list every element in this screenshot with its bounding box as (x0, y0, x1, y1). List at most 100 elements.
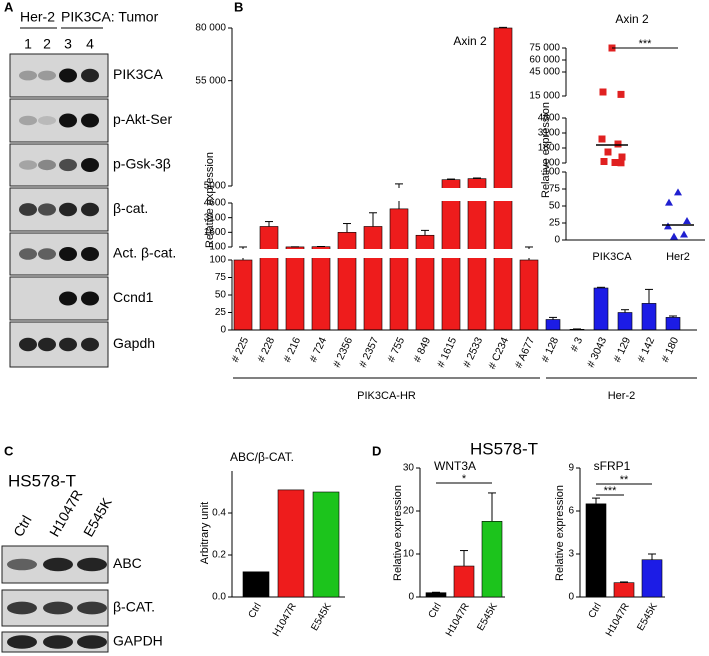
y-tick-label: 0 (568, 592, 574, 603)
band (43, 635, 73, 649)
group-label: Her-2 (608, 390, 636, 402)
x-tick-label: # 2356 (331, 335, 356, 369)
y-tick-label: 6 (568, 506, 574, 517)
chart-title: ABC/β-CAT. (230, 450, 294, 464)
y-tick-label: 75 (215, 272, 227, 283)
bar (233, 259, 253, 331)
x-tick-label: H1047R (271, 601, 299, 638)
x-tick-label: E545K (475, 601, 500, 633)
chart-title: Axin 2 (453, 34, 487, 48)
band (19, 203, 37, 216)
y-tick-label: 0.2 (212, 550, 226, 561)
point (614, 140, 622, 148)
x-tick-label: E545K (635, 601, 660, 633)
x-tick-label: # 3043 (585, 335, 610, 369)
band (38, 248, 56, 260)
bar (519, 259, 539, 331)
bar (311, 246, 331, 331)
band (81, 68, 99, 83)
y-tick-label: 10 (403, 549, 415, 560)
lane-label: 2 (43, 36, 51, 52)
band (77, 635, 107, 649)
axis-break (226, 188, 694, 201)
bar (493, 27, 513, 331)
band (7, 635, 37, 649)
band (59, 68, 77, 83)
chart-title: WNT3A (434, 459, 476, 473)
significance-label: *** (604, 485, 618, 497)
band (38, 70, 56, 81)
y-tick-label: 55 000 (195, 75, 226, 86)
band (77, 601, 107, 615)
band (59, 202, 77, 217)
band (81, 202, 99, 217)
x-tick-label: # C234 (486, 335, 511, 371)
x-tick-label: Ctrl (587, 601, 604, 620)
bar (545, 319, 561, 331)
band (38, 116, 56, 125)
panel-label: C (4, 443, 14, 458)
group-label: PIK3CA-HR (357, 390, 416, 402)
band (19, 248, 37, 260)
y-tick-label: 4600 (538, 113, 561, 124)
x-tick-label: # 180 (659, 335, 681, 364)
chart-title: Axin 2 (615, 12, 649, 26)
y-tick-label: 100 (209, 255, 226, 266)
x-tick-label: E545K (309, 601, 334, 633)
group-label: PIK3CA: Tumor (61, 9, 159, 25)
point (617, 90, 625, 98)
row-label: Act. β-cat. (113, 245, 176, 261)
bar (277, 489, 305, 598)
x-tick-label: # 3 (568, 335, 585, 353)
y-tick-label: 80 000 (195, 23, 226, 34)
x-tick-label: # 2357 (357, 335, 382, 369)
y-axis-label: Relative expression (392, 485, 404, 581)
point (680, 230, 688, 238)
bar (389, 208, 409, 331)
y-tick-label: 3100 (538, 128, 561, 139)
y-tick-label: 9 (568, 463, 574, 474)
y-tick-label: 3100 (204, 212, 227, 223)
x-tick-label: # 216 (281, 335, 303, 364)
y-tick-label: 5000 (204, 181, 227, 192)
band (59, 291, 77, 306)
x-tick-label: Ctrl (427, 601, 444, 620)
band (19, 160, 37, 170)
y-tick-label: 0 (408, 592, 414, 603)
band (38, 337, 56, 352)
panel-label: B (234, 0, 243, 14)
y-tick-label: 4600 (204, 198, 227, 209)
band (77, 557, 107, 572)
y-tick-label: 0.0 (212, 592, 226, 603)
point (599, 88, 607, 96)
row-label: GAPDH (113, 633, 163, 649)
band (19, 70, 37, 81)
x-tick-label: # 225 (229, 335, 251, 364)
lane-label: 3 (64, 36, 72, 52)
point (604, 148, 612, 156)
band (59, 158, 77, 172)
panel-label: D (372, 443, 381, 458)
y-axis-label: Relative expression (204, 152, 216, 248)
x-tick-label: PIK3CA (592, 251, 632, 263)
band (43, 557, 73, 572)
band (81, 247, 99, 261)
y-tick-label: 30 (403, 463, 415, 474)
bar (285, 246, 305, 331)
point (617, 159, 625, 167)
row-label: Gapdh (113, 335, 155, 351)
band (81, 113, 99, 128)
bar (337, 232, 357, 331)
lane-label: 4 (86, 36, 94, 52)
x-tick-label: # 128 (539, 335, 561, 364)
bar (481, 521, 503, 598)
row-label: ABC (113, 555, 142, 571)
bar (585, 503, 607, 598)
lane-label: Ctrl (10, 512, 35, 539)
point (674, 188, 682, 196)
y-axis-label: Relative expression (540, 102, 552, 198)
band (7, 558, 37, 571)
band (81, 291, 99, 306)
x-tick-label: # 142 (635, 335, 657, 364)
